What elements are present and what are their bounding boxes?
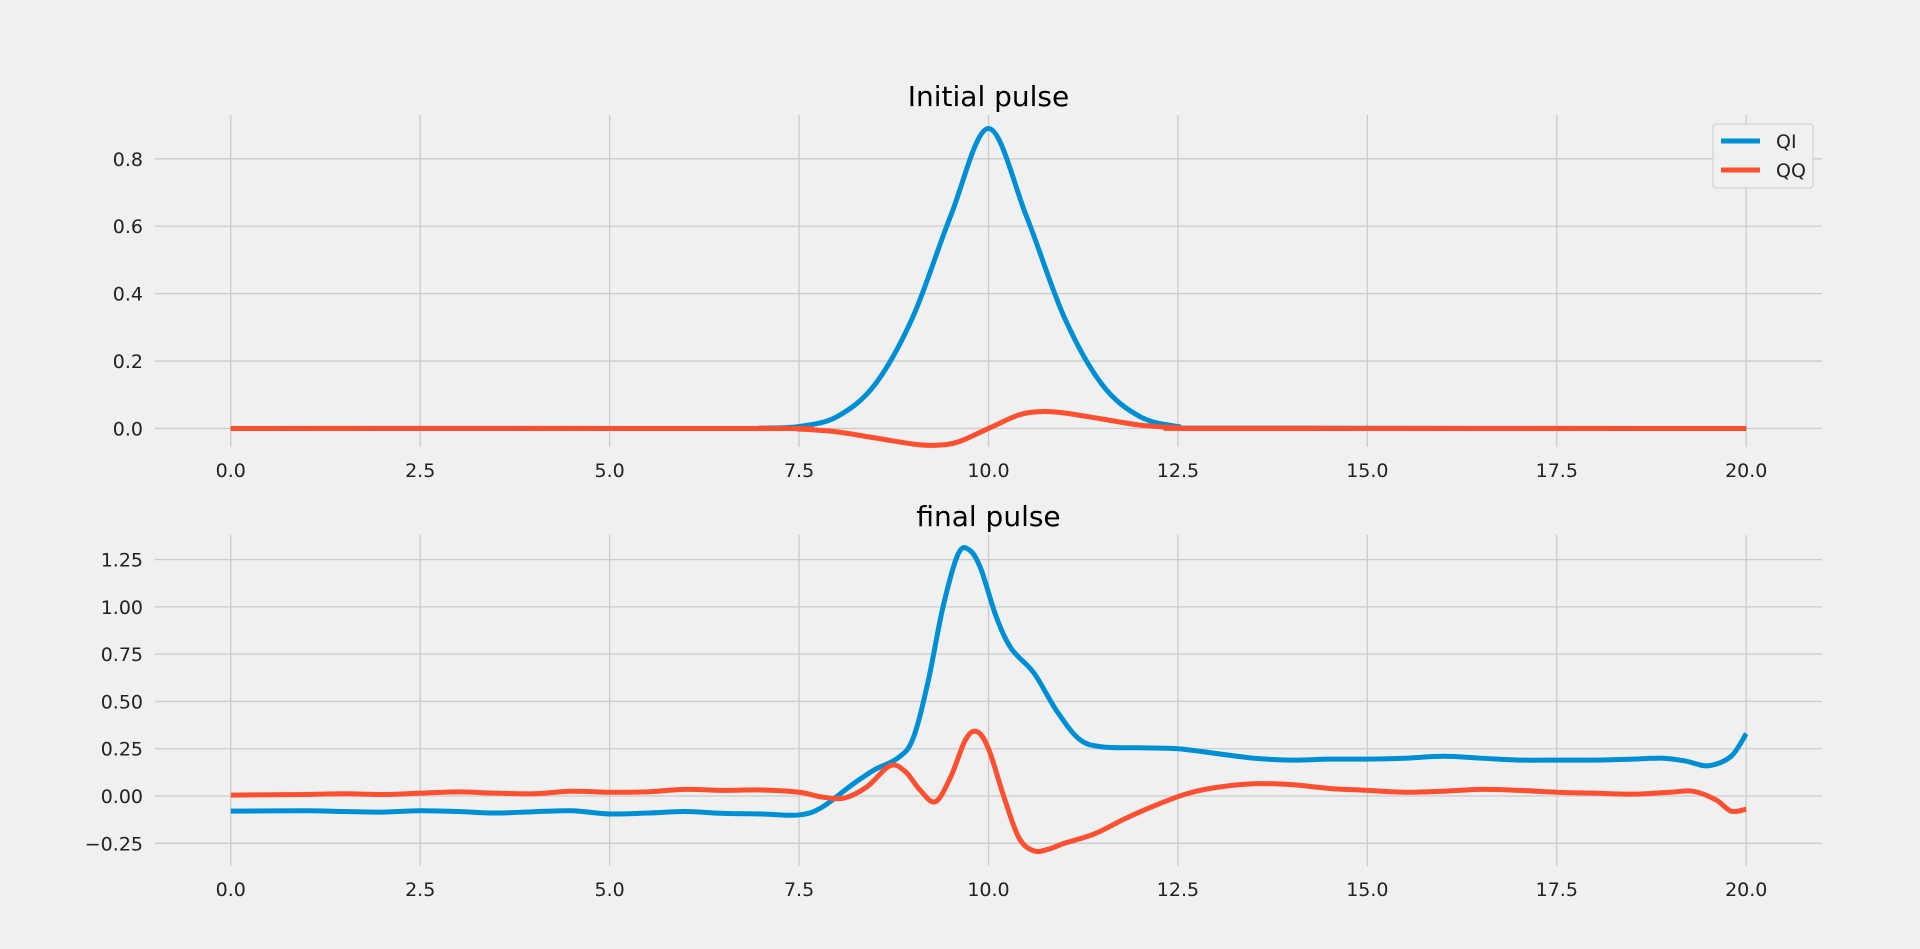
x-tick-label: 0.0 xyxy=(216,460,246,482)
x-tick-label: 10.0 xyxy=(967,460,1009,482)
x-axis: 0.0 2.5 5.0 7.5 10.0 12.5 15.0 17.5 20.0 xyxy=(216,535,1767,901)
legend-label-qq: QQ xyxy=(1776,160,1806,182)
subplot-2: −0.25 0.00 0.25 0.50 0.75 1.00 1.25 0.0 2.5 5.0 7.… xyxy=(85,500,1822,901)
y-tick-label: 0.75 xyxy=(101,644,143,666)
y-tick-label: 0.25 xyxy=(101,739,143,761)
x-tick-label: 2.5 xyxy=(405,460,435,482)
x-tick-label: 10.0 xyxy=(967,879,1009,901)
x-tick-label: 17.5 xyxy=(1536,879,1578,901)
x-tick-label: 20.0 xyxy=(1725,460,1767,482)
y-tick-label: 0.0 xyxy=(113,418,143,440)
y-tick-label: 1.25 xyxy=(101,550,143,572)
y-tick-label: 1.00 xyxy=(101,597,143,619)
y-axis: 0.0 0.2 0.4 0.6 0.8 xyxy=(113,149,1822,440)
x-tick-label: 15.0 xyxy=(1346,879,1388,901)
chart-title: Initial pulse xyxy=(908,80,1070,113)
x-axis: 0.0 2.5 5.0 7.5 10.0 12.5 15.0 17.5 20.0 xyxy=(216,115,1767,482)
y-tick-label: 0.6 xyxy=(113,216,143,238)
x-tick-label: 0.0 xyxy=(216,879,246,901)
y-tick-label: −0.25 xyxy=(85,833,143,855)
series-line-qq xyxy=(230,409,1747,448)
legend: QI QQ xyxy=(1712,123,1814,189)
y-tick-label: 0.00 xyxy=(101,786,143,808)
x-tick-label: 5.0 xyxy=(595,460,625,482)
x-tick-label: 20.0 xyxy=(1725,879,1767,901)
chart-title: final pulse xyxy=(916,500,1060,533)
legend-label-qi: QI xyxy=(1776,131,1797,153)
series-line-qq xyxy=(230,728,1747,855)
x-tick-label: 7.5 xyxy=(784,879,814,901)
x-tick-label: 5.0 xyxy=(595,879,625,901)
x-tick-label: 15.0 xyxy=(1346,460,1388,482)
y-tick-label: 0.8 xyxy=(113,149,143,171)
y-tick-label: 0.4 xyxy=(113,284,143,306)
x-tick-label: 2.5 xyxy=(405,879,435,901)
x-tick-label: 17.5 xyxy=(1536,460,1578,482)
subplot-1: 0.0 0.2 0.4 0.6 0.8 0.0 2.5 5.0 7.5 10.0 12.5 15.0 1… xyxy=(113,80,1822,482)
y-tick-label: 0.2 xyxy=(113,351,143,373)
y-tick-label: 0.50 xyxy=(101,691,143,713)
x-tick-label: 12.5 xyxy=(1157,460,1199,482)
series-line-qi xyxy=(230,545,1749,818)
x-tick-label: 7.5 xyxy=(784,460,814,482)
x-tick-label: 12.5 xyxy=(1157,879,1199,901)
